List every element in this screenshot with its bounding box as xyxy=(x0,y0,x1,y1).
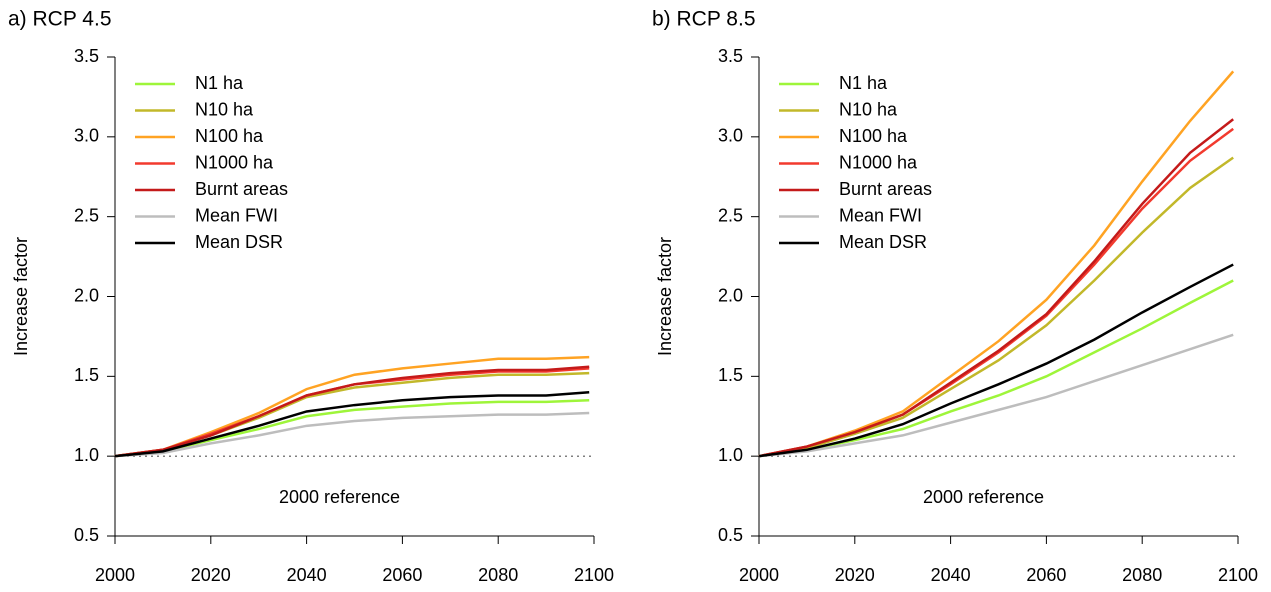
x-tick-label: 2000 xyxy=(95,565,135,585)
legend-label: N1000 ha xyxy=(839,152,918,172)
y-tick-label: 2.0 xyxy=(718,285,743,305)
x-tick-label: 2080 xyxy=(478,565,518,585)
legend-label: Mean DSR xyxy=(195,232,283,252)
series-line xyxy=(758,127,1234,458)
chart-title: a) RCP 4.5 xyxy=(8,8,112,31)
annotation: 2000 reference xyxy=(923,487,1044,507)
legend-label: N1000 ha xyxy=(195,152,274,172)
x-tick-label: 2100 xyxy=(574,565,614,585)
legend-label: Mean FWI xyxy=(195,205,278,225)
series-line xyxy=(758,263,1234,458)
x-tick-label: 2020 xyxy=(191,565,231,585)
y-tick-label: 2.0 xyxy=(74,285,99,305)
y-axis-label: Increase factor xyxy=(655,237,675,356)
y-tick-label: 3.5 xyxy=(718,46,743,66)
legend-label: N100 ha xyxy=(839,126,908,146)
x-tick-label: 2080 xyxy=(1122,565,1162,585)
series-line xyxy=(758,333,1234,458)
x-tick-label: 2040 xyxy=(931,565,971,585)
y-tick-label: 0.5 xyxy=(74,525,99,545)
y-axis-label: Increase factor xyxy=(11,237,31,356)
legend-label: N1 ha xyxy=(839,73,888,93)
series-line xyxy=(758,279,1234,458)
y-tick-label: 2.5 xyxy=(74,205,99,225)
y-tick-label: 1.0 xyxy=(74,445,99,465)
x-tick-label: 2000 xyxy=(739,565,779,585)
series-line xyxy=(114,391,590,458)
y-tick-label: 1.5 xyxy=(718,365,743,385)
y-tick-label: 0.5 xyxy=(718,525,743,545)
legend-label: Burnt areas xyxy=(195,179,288,199)
y-tick-label: 3.5 xyxy=(74,46,99,66)
legend-label: N1 ha xyxy=(195,73,244,93)
legend-label: Mean FWI xyxy=(839,205,922,225)
series-line xyxy=(758,70,1235,458)
chart-title: b) RCP 8.5 xyxy=(652,8,756,31)
legend-label: Mean DSR xyxy=(839,232,927,252)
y-tick-label: 1.0 xyxy=(718,445,743,465)
x-tick-label: 2060 xyxy=(382,565,422,585)
series-line xyxy=(758,118,1234,458)
x-tick-label: 2040 xyxy=(287,565,327,585)
legend-label: N100 ha xyxy=(195,126,264,146)
series-line xyxy=(114,411,590,458)
y-tick-label: 3.0 xyxy=(74,126,99,146)
y-tick-label: 2.5 xyxy=(718,205,743,225)
series-line xyxy=(758,156,1234,458)
legend-label: N10 ha xyxy=(839,99,898,119)
x-tick-label: 2020 xyxy=(835,565,875,585)
legend-label: Burnt areas xyxy=(839,179,932,199)
series-line xyxy=(114,365,590,458)
annotation: 2000 reference xyxy=(279,487,400,507)
x-tick-label: 2060 xyxy=(1026,565,1066,585)
legend-label: N10 ha xyxy=(195,99,254,119)
y-tick-label: 1.5 xyxy=(74,365,99,385)
y-tick-label: 3.0 xyxy=(718,126,743,146)
x-tick-label: 2100 xyxy=(1218,565,1258,585)
